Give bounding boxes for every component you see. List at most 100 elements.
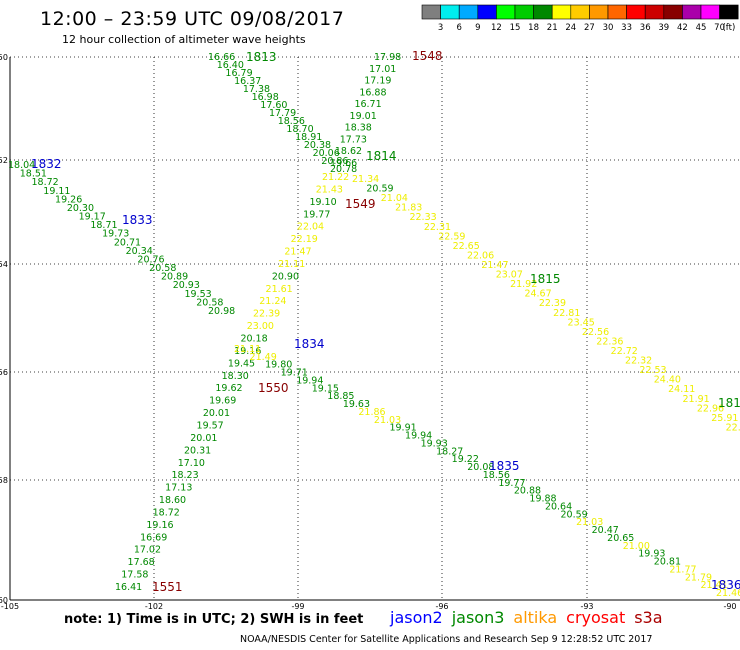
- scale-swatch: [719, 4, 739, 20]
- track-1834-value: 21.79: [685, 572, 712, 583]
- track-1814-value: 22.81: [553, 308, 580, 319]
- track-1548-value: 17.19: [364, 76, 391, 87]
- track-1813-value: 17.79: [269, 108, 296, 119]
- lon-tick-label: -93: [580, 602, 593, 610]
- pass-label-1833: 1833: [122, 213, 153, 227]
- track-1814-value: 21.47: [481, 260, 508, 271]
- track-1549-value: 21.22: [322, 172, 349, 183]
- track-1814-value: 23.45: [568, 317, 595, 328]
- track-1549-value: 19.77: [303, 209, 330, 220]
- track-1549-value: 18.72: [153, 507, 180, 518]
- pass-label-1834: 1834: [294, 337, 325, 351]
- track-1549-value: 22.19: [291, 234, 318, 245]
- track-1832-value: 20.30: [67, 203, 94, 214]
- track-1814-value: 24.11: [668, 384, 695, 395]
- track-1832-value: 20.58: [149, 263, 176, 274]
- track-1814-value: 21.34: [352, 174, 379, 185]
- pass-label-1551: 1551: [152, 580, 183, 594]
- track-1813-value: 16.37: [234, 76, 261, 87]
- lon-tick-label: -105: [1, 602, 19, 610]
- pass-label-1835: 1835: [489, 459, 520, 473]
- track-1814-value: 22.73: [726, 422, 740, 433]
- track-1832-value: 20.98: [208, 306, 235, 317]
- track-1549-value: 20.01: [203, 408, 230, 419]
- legend-jason2: jason2: [390, 608, 443, 627]
- pass-label-1836: 1836: [711, 578, 740, 592]
- track-1834-value: 20.64: [545, 501, 572, 512]
- track-1834-value: 21.11: [234, 344, 261, 355]
- track-1549-value: 16.69: [140, 532, 167, 543]
- track-1814-value: 22.33: [409, 212, 436, 223]
- track-1549-value: 16.41: [115, 582, 142, 593]
- track-1549-value: 19.45: [228, 358, 255, 369]
- track-1548-value: 17.98: [374, 52, 401, 63]
- lat-tick-label: -50: [0, 53, 8, 62]
- track-1549-value: 22.04: [297, 222, 324, 233]
- track-1814-value: 22.36: [596, 336, 623, 347]
- track-1832-value: 18.51: [20, 169, 47, 180]
- track-1549-value: 23.00: [247, 321, 274, 332]
- legend-cryosat: cryosat: [566, 608, 626, 627]
- track-1834-value: 19.94: [405, 431, 432, 442]
- track-1549-value: 19.16: [146, 520, 173, 531]
- track-1548-value: 18.62: [335, 146, 362, 157]
- track-1832-value: 19.53: [184, 289, 211, 300]
- track-1814-value: 21.92: [510, 279, 537, 290]
- track-1813-value: 20.86: [321, 156, 348, 167]
- scale-label: 36: [640, 23, 651, 33]
- scale-label: 27: [584, 23, 595, 33]
- pass-label-181: 181: [718, 396, 740, 410]
- legend-jason3: jason3: [451, 608, 505, 627]
- track-1813-value: 20.06: [313, 148, 340, 159]
- track-1549-value: 21.47: [284, 247, 311, 258]
- scale-label: 70: [714, 23, 725, 33]
- track-1834-value: 20.08: [467, 462, 494, 473]
- track-1834-value: 21.03: [576, 517, 603, 528]
- track-1549-value: 20.31: [184, 445, 211, 456]
- track-1834-value: 19.77: [498, 478, 525, 489]
- lat-tick-label: -54: [0, 260, 8, 269]
- track-1814-value: 22.59: [438, 231, 465, 242]
- scale-label: 30: [603, 23, 614, 33]
- track-1549-value: 19.57: [197, 420, 224, 431]
- lat-tick-label: -52: [0, 156, 8, 165]
- track-1834-value: 20.59: [561, 509, 588, 520]
- track-1813-value: 18.91: [295, 132, 322, 143]
- track-1814-value: 23.07: [496, 270, 523, 281]
- track-1814-value: 20.59: [366, 184, 393, 195]
- track-1813-value: 20.78: [330, 164, 357, 175]
- track-1813-value: 16.40: [217, 60, 244, 71]
- scale-label: 33: [621, 23, 632, 33]
- track-1549-value: 18.23: [171, 470, 198, 481]
- track-1832-value: 19.17: [79, 212, 106, 223]
- track-1832-value: 20.93: [173, 280, 200, 291]
- pass-label-1548: 1548: [412, 49, 443, 63]
- track-1549-value: 17.10: [178, 458, 205, 469]
- scale-label: 9: [475, 23, 480, 33]
- scale-label: 12: [491, 23, 502, 33]
- track-1832-value: 18.72: [32, 177, 59, 188]
- track-1832-value: 20.71: [114, 237, 141, 248]
- scale-label: 42: [677, 23, 688, 33]
- track-1834-value: 18.27: [436, 446, 463, 457]
- track-1832-value: 19.11: [43, 186, 70, 197]
- track-1834-value: 19.94: [296, 375, 323, 386]
- track-1549-value: 17.58: [121, 570, 148, 581]
- track-1549-value: 20.90: [272, 271, 299, 282]
- track-1834-value: 19.71: [281, 368, 308, 379]
- track-1549-value: 19.62: [215, 383, 242, 394]
- track-1814-value: 22.72: [611, 346, 638, 357]
- track-1814-value: 22.39: [539, 298, 566, 309]
- map-subtitle: 12 hour collection of altimeter wave hei…: [62, 33, 306, 46]
- wave-height-map: -105 -102 -99 -96 -93 -90 -50 -52 -54 -56 -58 -60 16…: [0, 49, 740, 610]
- track-1834-value: 19.88: [529, 494, 556, 505]
- track-1832-value: 18.71: [90, 220, 117, 231]
- satellite-legend: jason2 jason3 altika cryosat s3a: [390, 608, 672, 627]
- track-1832-value: 19.73: [102, 229, 129, 240]
- track-1832-value: 20.76: [137, 254, 164, 265]
- track-1548-value: 16.71: [354, 99, 381, 110]
- credit-line: NOAA/NESDIS Center for Satellite Applica…: [240, 634, 653, 645]
- track-1834-value: 18.85: [327, 391, 354, 402]
- track-1814-value: 21.83: [395, 203, 422, 214]
- track-1832-value: 20.58: [196, 297, 223, 308]
